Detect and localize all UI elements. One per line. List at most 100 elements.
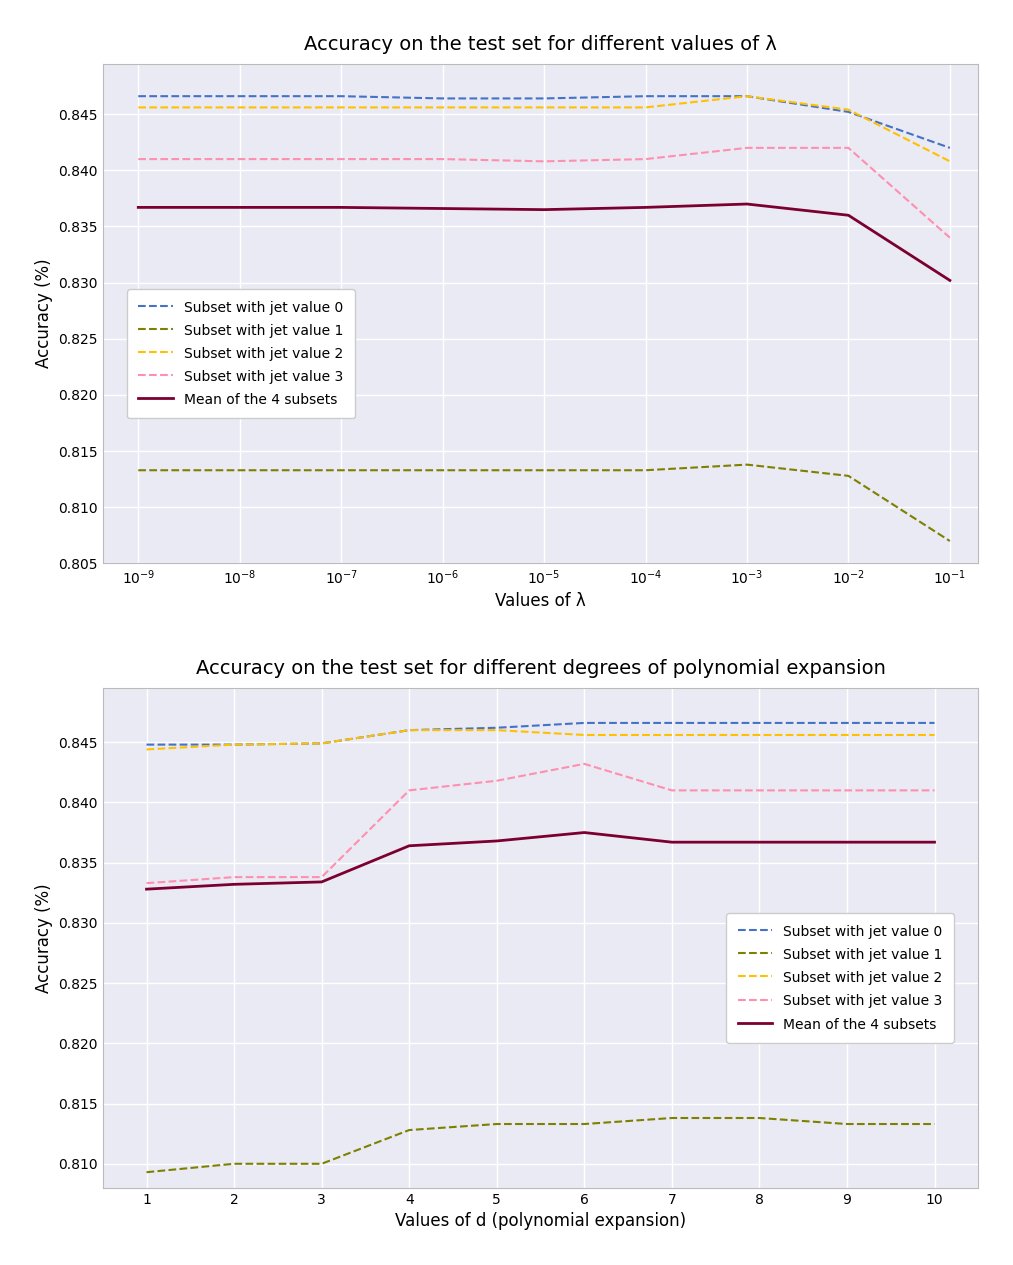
Subset with jet value 2 [841,727,853,743]
Legend: Subset with jet value 0, Subset with jet value 1, Subset with jet value 2, Subse: Subset with jet value 0, Subset with jet… [726,913,954,1042]
Subset with jet value 1 [228,1156,240,1171]
Y-axis label: Accuracy (%): Accuracy (%) [34,883,53,993]
Subset with jet value 3 [944,230,956,245]
Line: Subset with jet value 2: Subset with jet value 2 [147,730,935,749]
Subset with jet value 3 [929,783,941,798]
Mean of the 4 subsets [843,207,855,223]
Subset with jet value 3 [335,152,347,167]
Subset with jet value 0 [234,89,246,104]
Subset with jet value 3 [132,152,144,167]
Line: Subset with jet value 3: Subset with jet value 3 [138,148,950,238]
Subset with jet value 3 [437,152,449,167]
Subset with jet value 1 [437,463,449,478]
Subset with jet value 1 [929,1117,941,1132]
Mean of the 4 subsets [666,835,678,850]
Mean of the 4 subsets [141,882,153,897]
Mean of the 4 subsets [639,200,651,215]
Subset with jet value 0 [538,91,550,106]
Mean of the 4 subsets [841,835,853,850]
Subset with jet value 3 [234,152,246,167]
Subset with jet value 0 [754,715,766,730]
Mean of the 4 subsets [741,196,753,211]
Subset with jet value 3 [316,869,328,884]
Mean of the 4 subsets [754,835,766,850]
Subset with jet value 1 [754,1111,766,1126]
Subset with jet value 2 [316,736,328,751]
Mean of the 4 subsets [228,877,240,892]
Subset with jet value 2 [843,102,855,118]
Subset with jet value 1 [335,463,347,478]
Subset with jet value 0 [437,91,449,106]
Line: Mean of the 4 subsets: Mean of the 4 subsets [147,832,935,889]
Subset with jet value 0 [929,715,941,730]
Subset with jet value 2 [141,741,153,756]
Subset with jet value 0 [944,140,956,156]
Subset with jet value 2 [929,727,941,743]
Subset with jet value 0 [843,104,855,119]
Line: Subset with jet value 2: Subset with jet value 2 [138,96,950,162]
Subset with jet value 1 [944,534,956,549]
Subset with jet value 1 [316,1156,328,1171]
Subset with jet value 2 [490,722,502,737]
Subset with jet value 2 [666,727,678,743]
Subset with jet value 2 [437,100,449,115]
X-axis label: Values of d (polynomial expansion): Values of d (polynomial expansion) [395,1212,686,1231]
Subset with jet value 3 [578,756,591,772]
Subset with jet value 2 [578,727,591,743]
Mean of the 4 subsets [403,839,415,854]
Subset with jet value 2 [403,722,415,737]
Subset with jet value 1 [132,463,144,478]
Mean of the 4 subsets [335,200,347,215]
Subset with jet value 1 [234,463,246,478]
Subset with jet value 0 [578,715,591,730]
Subset with jet value 2 [741,89,753,104]
Mean of the 4 subsets [234,200,246,215]
Subset with jet value 1 [741,457,753,472]
Subset with jet value 1 [403,1122,415,1137]
Subset with jet value 3 [754,783,766,798]
Line: Subset with jet value 0: Subset with jet value 0 [147,722,935,745]
Subset with jet value 3 [490,773,502,788]
Subset with jet value 1 [538,463,550,478]
Y-axis label: Accuracy (%): Accuracy (%) [34,259,53,368]
Subset with jet value 0 [741,89,753,104]
Subset with jet value 1 [141,1165,153,1180]
Subset with jet value 0 [666,715,678,730]
Mean of the 4 subsets [316,874,328,889]
Subset with jet value 3 [141,875,153,891]
X-axis label: Values of λ: Values of λ [495,592,586,611]
Subset with jet value 0 [132,89,144,104]
Subset with jet value 2 [944,154,956,170]
Subset with jet value 3 [639,152,651,167]
Mean of the 4 subsets [578,825,591,840]
Mean of the 4 subsets [490,834,502,849]
Subset with jet value 2 [639,100,651,115]
Subset with jet value 3 [843,140,855,156]
Line: Mean of the 4 subsets: Mean of the 4 subsets [138,204,950,281]
Line: Subset with jet value 1: Subset with jet value 1 [147,1118,935,1173]
Line: Subset with jet value 1: Subset with jet value 1 [138,464,950,541]
Subset with jet value 3 [841,783,853,798]
Subset with jet value 1 [841,1117,853,1132]
Mean of the 4 subsets [132,200,144,215]
Subset with jet value 3 [403,783,415,798]
Mean of the 4 subsets [944,273,956,288]
Subset with jet value 0 [841,715,853,730]
Title: Accuracy on the test set for different degrees of polynomial expansion: Accuracy on the test set for different d… [196,659,885,678]
Subset with jet value 1 [578,1117,591,1132]
Legend: Subset with jet value 0, Subset with jet value 1, Subset with jet value 2, Subse: Subset with jet value 0, Subset with jet… [128,288,355,419]
Line: Subset with jet value 0: Subset with jet value 0 [138,96,950,148]
Mean of the 4 subsets [929,835,941,850]
Subset with jet value 2 [754,727,766,743]
Mean of the 4 subsets [437,201,449,216]
Subset with jet value 2 [132,100,144,115]
Subset with jet value 3 [228,869,240,884]
Subset with jet value 1 [490,1117,502,1132]
Line: Subset with jet value 3: Subset with jet value 3 [147,764,935,883]
Subset with jet value 1 [639,463,651,478]
Subset with jet value 0 [141,737,153,753]
Subset with jet value 0 [639,89,651,104]
Subset with jet value 0 [228,737,240,753]
Subset with jet value 0 [490,720,502,735]
Subset with jet value 2 [228,737,240,753]
